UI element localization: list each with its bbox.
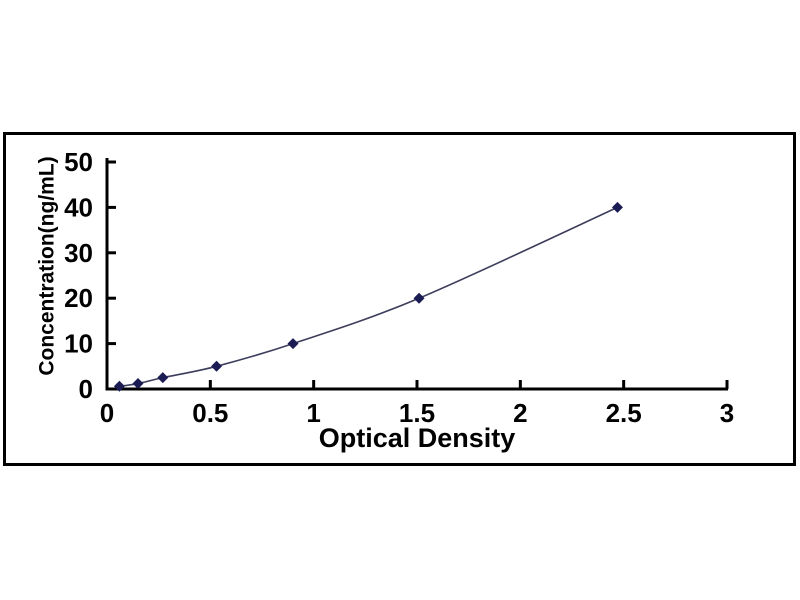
y-tick-label: 40 [64,192,93,222]
x-axis-title: Optical Density [319,423,516,453]
data-point-marker [132,378,144,390]
series-layer [113,201,623,392]
x-tick-label: 1.5 [399,398,435,428]
chart-frame [3,132,796,466]
data-point-marker [287,338,299,350]
x-tick-label: 2.5 [606,398,642,428]
x-tick-label: 2 [513,398,527,428]
curve-line [119,206,618,388]
data-point-marker [113,380,125,392]
x-tick-label: 3 [720,398,734,428]
data-point-marker [157,372,169,384]
y-axis-title: Concentration(ng/mL) [35,156,58,375]
y-tick-label: 0 [79,374,93,404]
y-tick-label: 20 [64,283,93,313]
data-point-marker [211,360,223,372]
y-tick-label: 10 [64,329,93,359]
data-point-marker [413,292,425,304]
data-point-marker [611,201,623,213]
x-tick-label: 1 [306,398,320,428]
x-tick-label: 0.5 [192,398,228,428]
y-tick-label: 50 [64,147,93,177]
y-tick-label: 30 [64,238,93,268]
x-tick-label: 0 [100,398,114,428]
